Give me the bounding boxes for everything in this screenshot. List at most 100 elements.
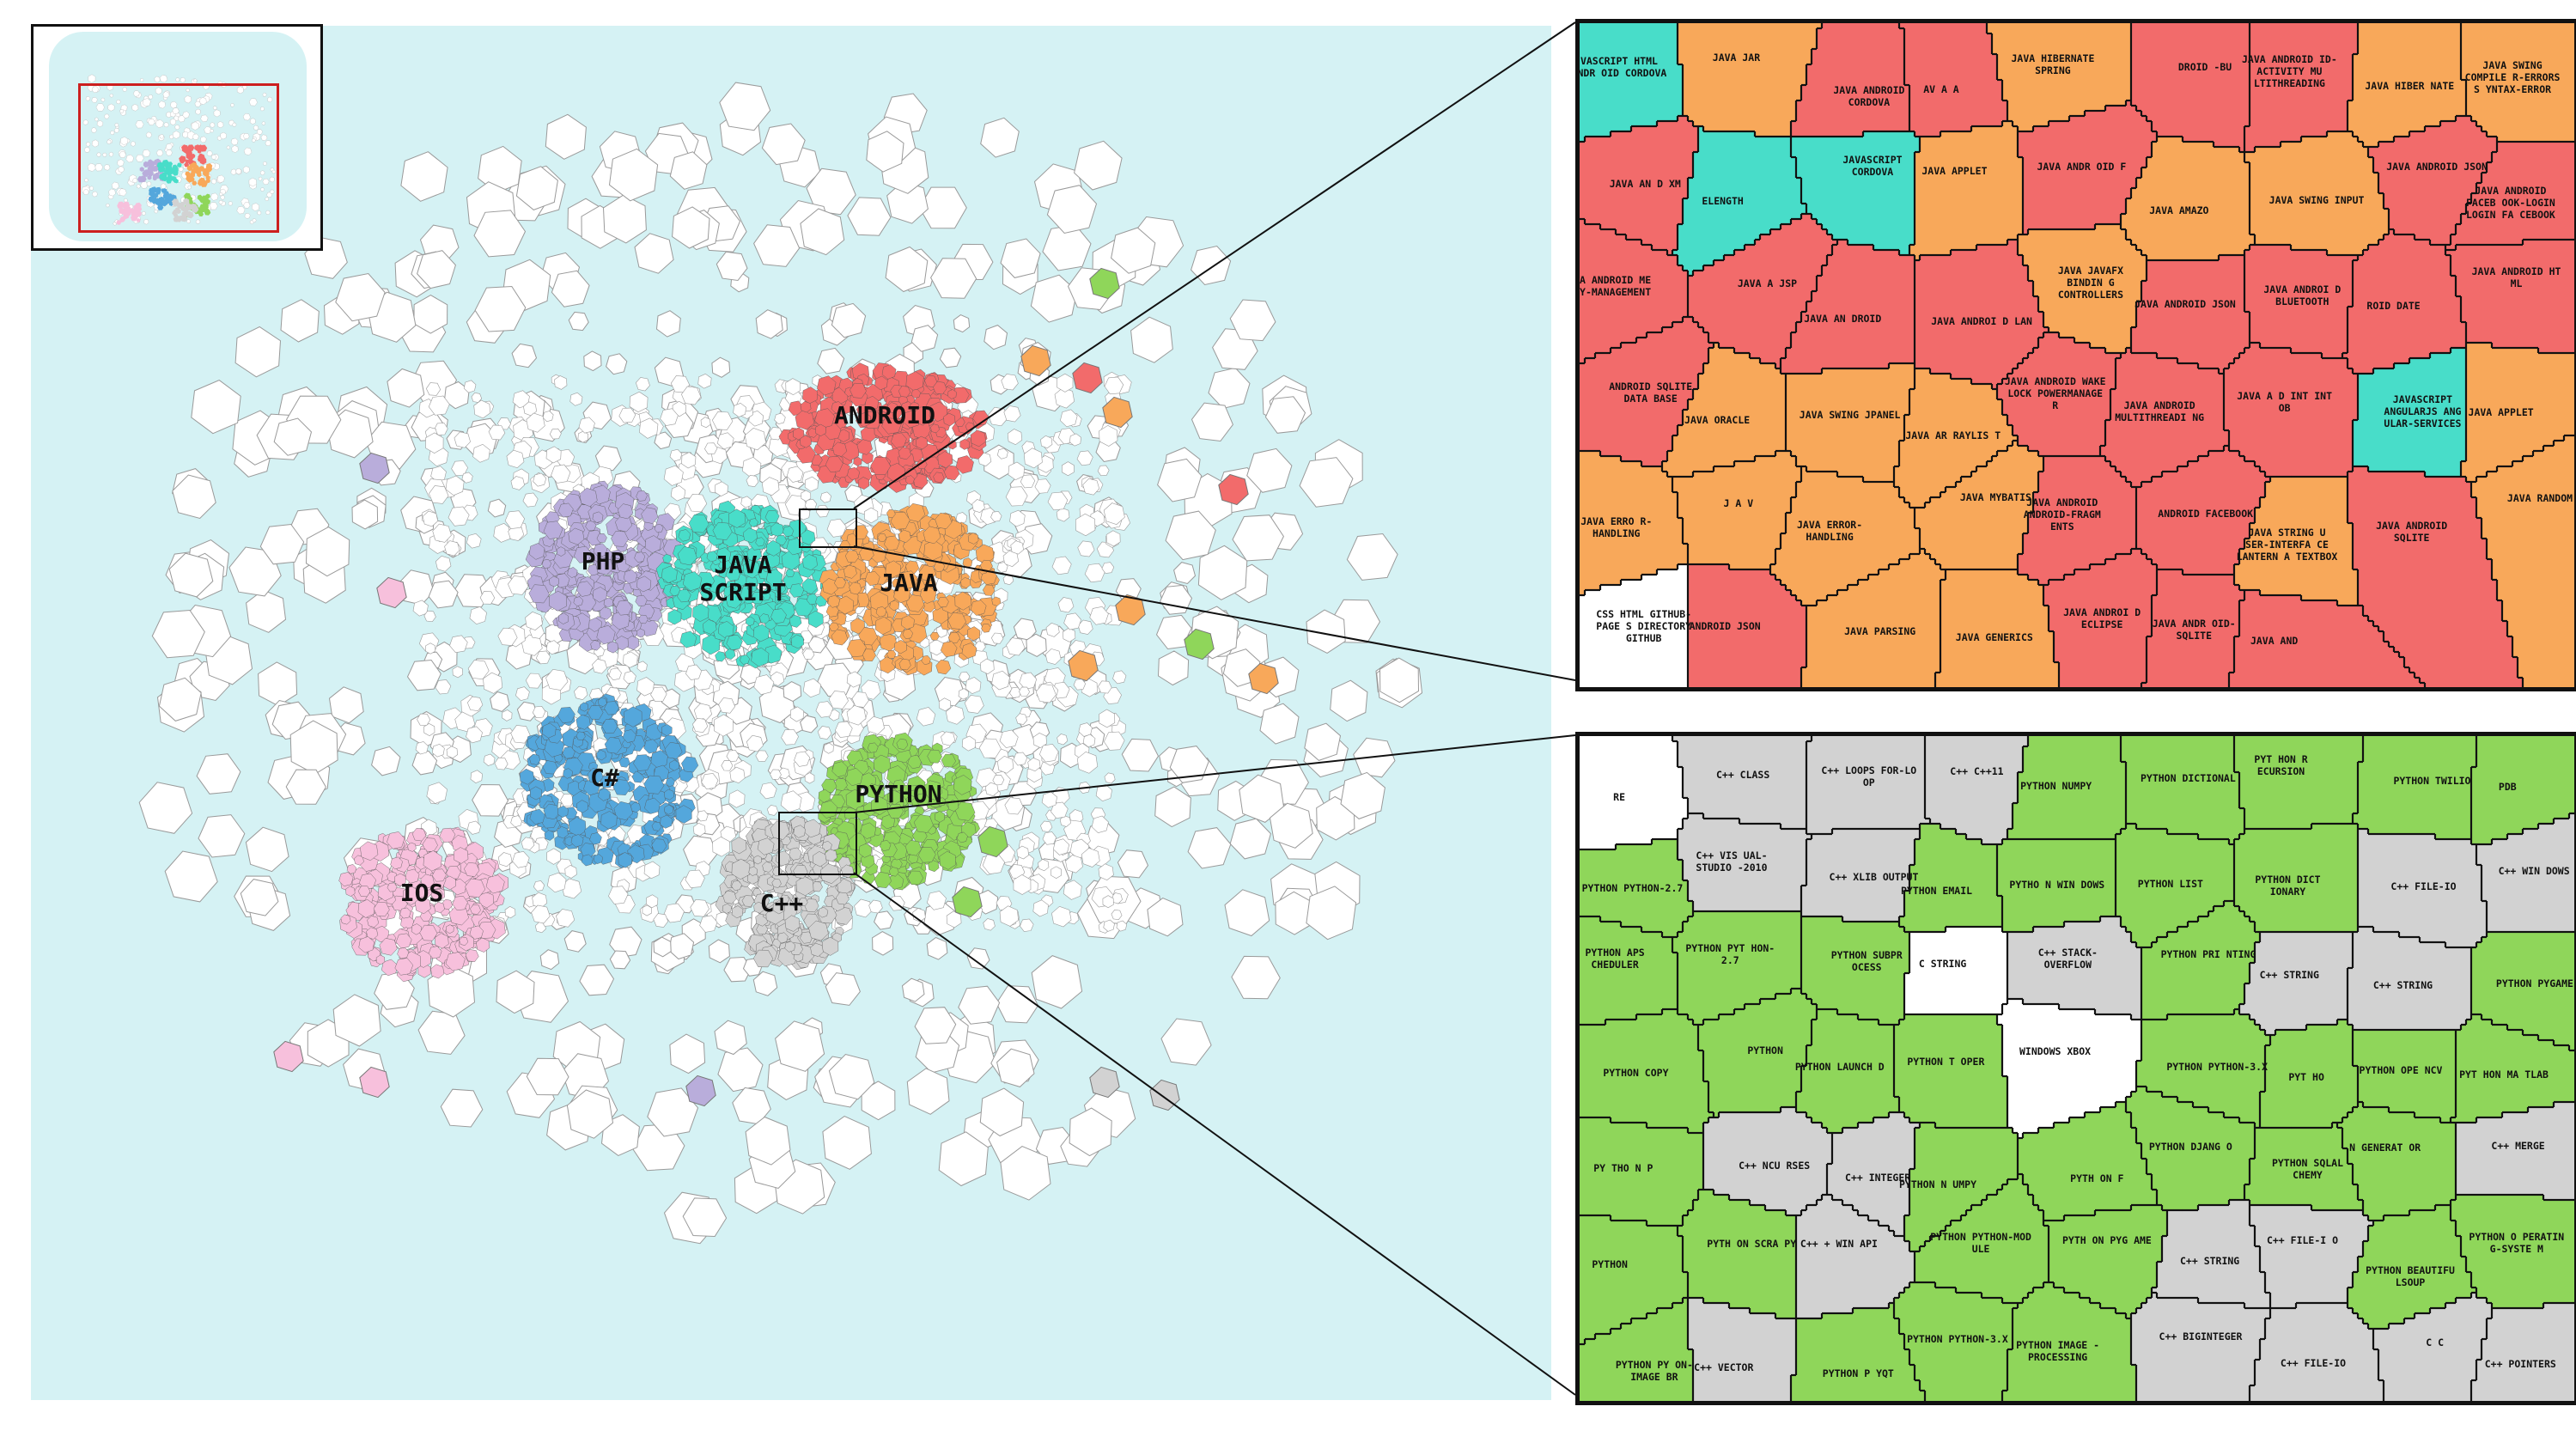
voronoi-cell-fill xyxy=(1698,33,1704,40)
voronoi-cell-fill xyxy=(2435,33,2441,40)
voronoi-cell-fill xyxy=(1909,23,1915,29)
voronoi-cell-fill xyxy=(1992,28,1998,34)
voronoi-cell-fill xyxy=(2007,33,2013,40)
voronoi-cell-fill xyxy=(2059,39,2065,45)
voronoi-cell-fill xyxy=(1884,28,1890,34)
cluster-label-php: PHP xyxy=(582,548,625,575)
map-tile xyxy=(1229,818,1271,860)
voronoi-cell-fill xyxy=(2518,39,2524,45)
voronoi-cell-fill xyxy=(2043,23,2049,29)
voronoi-cell-fill xyxy=(2425,23,2431,29)
map-tile xyxy=(740,663,761,685)
voronoi-cell-fill xyxy=(1832,39,1838,45)
map-tile xyxy=(1187,827,1232,869)
zoom-box-cpp-python[interactable] xyxy=(778,812,857,875)
cluster-label-ios: IOS xyxy=(400,880,444,907)
voronoi-cell-fill xyxy=(2471,23,2477,29)
voronoi-cell-fill xyxy=(1827,33,1833,40)
zoom-box-java-android[interactable] xyxy=(799,508,857,548)
voronoi-cell-fill xyxy=(2327,28,2333,34)
map-tile xyxy=(535,650,551,665)
voronoi-cell-fill xyxy=(1956,39,1962,45)
map-tile xyxy=(846,704,867,726)
voronoi-cell-fill xyxy=(1982,39,1988,45)
voronoi-cell-fill xyxy=(1863,33,1869,40)
voronoi-cell-fill xyxy=(2533,33,2539,40)
map-tile xyxy=(435,679,452,695)
voronoi-cell-fill xyxy=(2430,23,2436,29)
cluster-tile-php xyxy=(615,636,629,651)
voronoi-cell-fill xyxy=(1873,39,1879,45)
map-tile xyxy=(240,879,279,916)
minimap[interactable] xyxy=(31,24,323,251)
minimap-viewport-frame[interactable] xyxy=(78,83,279,233)
voronoi-cell-fill xyxy=(2497,39,2503,45)
voronoi-cell-fill xyxy=(1775,33,1781,40)
voronoi-cell-fill xyxy=(2502,23,2508,29)
map-tile xyxy=(470,770,483,783)
voronoi-cell-fill xyxy=(1971,28,1977,34)
cluster-outlier-php xyxy=(685,1075,716,1107)
voronoi-cell-fill xyxy=(1600,33,1606,40)
map-tile xyxy=(463,380,477,393)
map-tile xyxy=(1063,612,1082,630)
map-tile xyxy=(539,949,560,971)
zoom-panel-java-android[interactable]: VASCRIPT HTML ANDR OID CORDOVA JAVA JAR JA… xyxy=(1575,19,2576,691)
voronoi-cell-fill xyxy=(2074,39,2080,45)
voronoi-cell-fill xyxy=(1585,28,1591,34)
map-tile xyxy=(440,1088,484,1128)
voronoi-cell-fill xyxy=(2420,39,2426,45)
voronoi-cell-fill xyxy=(1729,39,1735,45)
voronoi-cell-fill xyxy=(1647,23,1653,29)
voronoi-cell-fill xyxy=(2002,39,2008,45)
voronoi-cell-fill xyxy=(1703,39,1709,45)
voronoi-cell-fill xyxy=(2054,28,2060,34)
map-tile xyxy=(545,668,569,691)
voronoi-cell-fill xyxy=(2311,39,2317,45)
voronoi-cell-fill xyxy=(2069,33,2075,40)
map-tile xyxy=(712,836,731,857)
voronoi-cell-fill xyxy=(2265,28,2271,34)
map-tile xyxy=(511,343,538,368)
voronoi-cell-fill xyxy=(1611,44,1617,50)
voronoi-cell-fill xyxy=(1580,23,1586,29)
map-tile xyxy=(1076,450,1093,466)
voronoi-cell-fill xyxy=(2121,39,2127,45)
voronoi-cell-fill xyxy=(2275,33,2281,40)
cluster-outlier-ios xyxy=(376,576,407,609)
map-tile xyxy=(1097,465,1110,477)
map-tile xyxy=(864,507,879,524)
map-tile xyxy=(669,1033,706,1075)
voronoi-cell-fill xyxy=(2121,28,2127,34)
voronoi-cell-fill xyxy=(2270,23,2276,29)
map-tile xyxy=(1353,737,1396,778)
map-tile xyxy=(425,432,444,454)
voronoi-cell-fill xyxy=(2172,33,2178,40)
voronoi-cell-fill xyxy=(2141,23,2147,29)
voronoi-cell-fill xyxy=(1734,23,1740,29)
voronoi-cell-fill xyxy=(2141,28,2147,34)
voronoi-cell-fill xyxy=(2265,23,2271,29)
map-tile xyxy=(733,402,746,417)
voronoi-cell-fill xyxy=(1868,23,1874,29)
map-tile xyxy=(681,452,697,469)
map-tile xyxy=(525,673,543,689)
voronoi-cell-fill xyxy=(2389,28,2395,34)
voronoi-cell-fill xyxy=(2291,33,2297,40)
voronoi-cell-fill xyxy=(2394,23,2400,29)
map-tile xyxy=(549,428,562,440)
voronoi-cell-fill xyxy=(2116,23,2122,29)
voronoi-cell-fill xyxy=(1827,28,1833,34)
voronoi-cell-fill xyxy=(1745,39,1751,45)
voronoi-cell-fill xyxy=(1683,39,1689,45)
map-tile xyxy=(819,491,831,503)
voronoi-cell-fill xyxy=(1667,28,1673,34)
voronoi-cell-fill xyxy=(2043,33,2049,40)
map-tile xyxy=(759,782,777,800)
voronoi-cell-fill xyxy=(2306,23,2312,29)
voronoi-cell-fill xyxy=(2311,28,2317,34)
voronoi-cell-fill xyxy=(1781,28,1787,34)
map-tile xyxy=(461,472,473,484)
map-tile xyxy=(466,533,482,549)
voronoi-cell-fill xyxy=(1750,39,1756,45)
